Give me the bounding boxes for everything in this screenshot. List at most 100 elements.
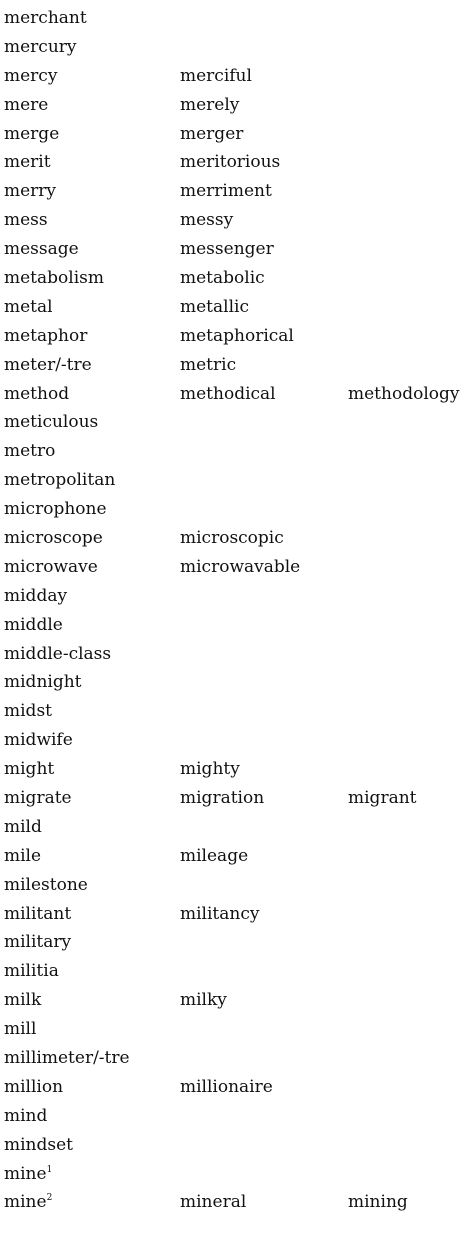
derived-word: metabolic bbox=[180, 267, 265, 288]
headword: mercy bbox=[4, 65, 180, 86]
headword: meter/-tre bbox=[4, 354, 180, 375]
headword: mess bbox=[4, 212, 180, 229]
headword: mind bbox=[4, 1107, 180, 1125]
headword-text: mercy bbox=[4, 65, 58, 86]
word-row: military bbox=[4, 929, 470, 958]
headword-text: might bbox=[4, 759, 55, 780]
headword: mere bbox=[4, 96, 180, 114]
word-row: midnight bbox=[4, 668, 470, 697]
headword-text: militant bbox=[4, 903, 72, 924]
headword: microwave bbox=[4, 556, 180, 577]
headword-text: metropolitan bbox=[4, 470, 116, 491]
word-row: midday bbox=[4, 582, 470, 611]
derived-word: metric bbox=[180, 354, 237, 375]
derived-word: microscopic bbox=[180, 527, 284, 548]
headword-text: midwife bbox=[4, 730, 73, 751]
word-row: method methodical methodology bbox=[4, 380, 470, 409]
derived-word: merciful bbox=[180, 65, 252, 86]
headword: milk bbox=[4, 992, 180, 1009]
headword: message bbox=[4, 241, 180, 258]
derived-word: merger bbox=[180, 123, 244, 144]
derived-word-2: migrant bbox=[348, 787, 417, 808]
headword: midday bbox=[4, 585, 180, 606]
headword: method bbox=[4, 385, 180, 403]
headword: militant bbox=[4, 903, 180, 924]
headword: mindset bbox=[4, 1136, 180, 1154]
headword-text: middle-class bbox=[4, 643, 112, 664]
headword: mild bbox=[4, 818, 180, 836]
word-row: metropolitan bbox=[4, 466, 470, 495]
derived-word: mileage bbox=[180, 845, 249, 866]
headword: midwife bbox=[4, 732, 180, 749]
headword: mill bbox=[4, 1021, 180, 1038]
headword: mercury bbox=[4, 36, 180, 57]
headword-text: mercury bbox=[4, 36, 77, 57]
headword: mine1 bbox=[4, 1165, 180, 1183]
word-row: mere merely bbox=[4, 91, 470, 120]
headword-text: midst bbox=[4, 701, 52, 722]
word-row: militant militancy bbox=[4, 900, 470, 929]
headword: microscope bbox=[4, 527, 180, 548]
headword: microphone bbox=[4, 501, 180, 518]
headword: militia bbox=[4, 963, 180, 980]
word-row: metro bbox=[4, 437, 470, 466]
word-row: mercy merciful bbox=[4, 62, 470, 91]
headword: metro bbox=[4, 443, 180, 460]
headword: merit bbox=[4, 154, 180, 171]
headword: milestone bbox=[4, 874, 180, 895]
word-row: mercury bbox=[4, 33, 470, 62]
word-row: militia bbox=[4, 957, 470, 986]
headword: million bbox=[4, 1076, 180, 1097]
word-row: milestone bbox=[4, 871, 470, 900]
headword-text: milestone bbox=[4, 874, 88, 895]
word-row: midwife bbox=[4, 726, 470, 755]
headword-text: microwave bbox=[4, 556, 98, 577]
derived-word: mineral bbox=[180, 1192, 247, 1213]
headword: middle bbox=[4, 616, 180, 634]
headword-text: microscope bbox=[4, 527, 103, 548]
headword: metabolism bbox=[4, 267, 180, 288]
word-row: merchant bbox=[4, 4, 470, 33]
derived-word: milky bbox=[180, 990, 227, 1011]
word-row: microwave microwavable bbox=[4, 553, 470, 582]
headword: millimeter/-tre bbox=[4, 1050, 180, 1067]
word-row: millimeter/-tre bbox=[4, 1044, 470, 1073]
word-row: mess messy bbox=[4, 206, 470, 235]
headword-text: message bbox=[4, 239, 79, 260]
word-row: merit meritorious bbox=[4, 148, 470, 177]
word-row: mine2 mineral mining bbox=[4, 1189, 470, 1218]
word-row: mile mileage bbox=[4, 842, 470, 871]
derived-word: merely bbox=[180, 94, 240, 115]
word-row: merry merriment bbox=[4, 177, 470, 206]
word-row: mind bbox=[4, 1102, 470, 1131]
word-row: microphone bbox=[4, 495, 470, 524]
derived-word-2: methodology bbox=[348, 383, 460, 404]
word-row: mindset bbox=[4, 1131, 470, 1160]
headword-text: million bbox=[4, 1076, 64, 1097]
word-row: merge merger bbox=[4, 120, 470, 149]
headword: midst bbox=[4, 703, 180, 720]
headword-text: mile bbox=[4, 845, 42, 866]
word-row: mill bbox=[4, 1015, 470, 1044]
headword-text: military bbox=[4, 932, 72, 953]
headword-text: metro bbox=[4, 441, 56, 462]
word-row: meticulous bbox=[4, 408, 470, 437]
word-row: meter/-tre metric bbox=[4, 351, 470, 380]
derived-word: methodical bbox=[180, 383, 276, 404]
headword-text: migrate bbox=[4, 787, 72, 808]
headword: mine2 bbox=[4, 1194, 180, 1211]
headword-text: merit bbox=[4, 152, 51, 173]
headword-text: militia bbox=[4, 961, 59, 982]
derived-word: migration bbox=[180, 787, 265, 808]
word-row: microscope microscopic bbox=[4, 524, 470, 553]
word-family-list: merchant mercury mercy merciful mere merely me… bbox=[4, 4, 470, 1217]
word-row: million millionaire bbox=[4, 1073, 470, 1102]
headword-text: metabolism bbox=[4, 267, 104, 288]
derived-word: mighty bbox=[180, 759, 240, 780]
headword-text: midday bbox=[4, 585, 68, 606]
headword-text: meter/-tre bbox=[4, 354, 92, 375]
derived-word: millionaire bbox=[180, 1076, 273, 1097]
headword: merchant bbox=[4, 9, 180, 27]
headword: might bbox=[4, 761, 180, 778]
headword: meticulous bbox=[4, 414, 180, 431]
